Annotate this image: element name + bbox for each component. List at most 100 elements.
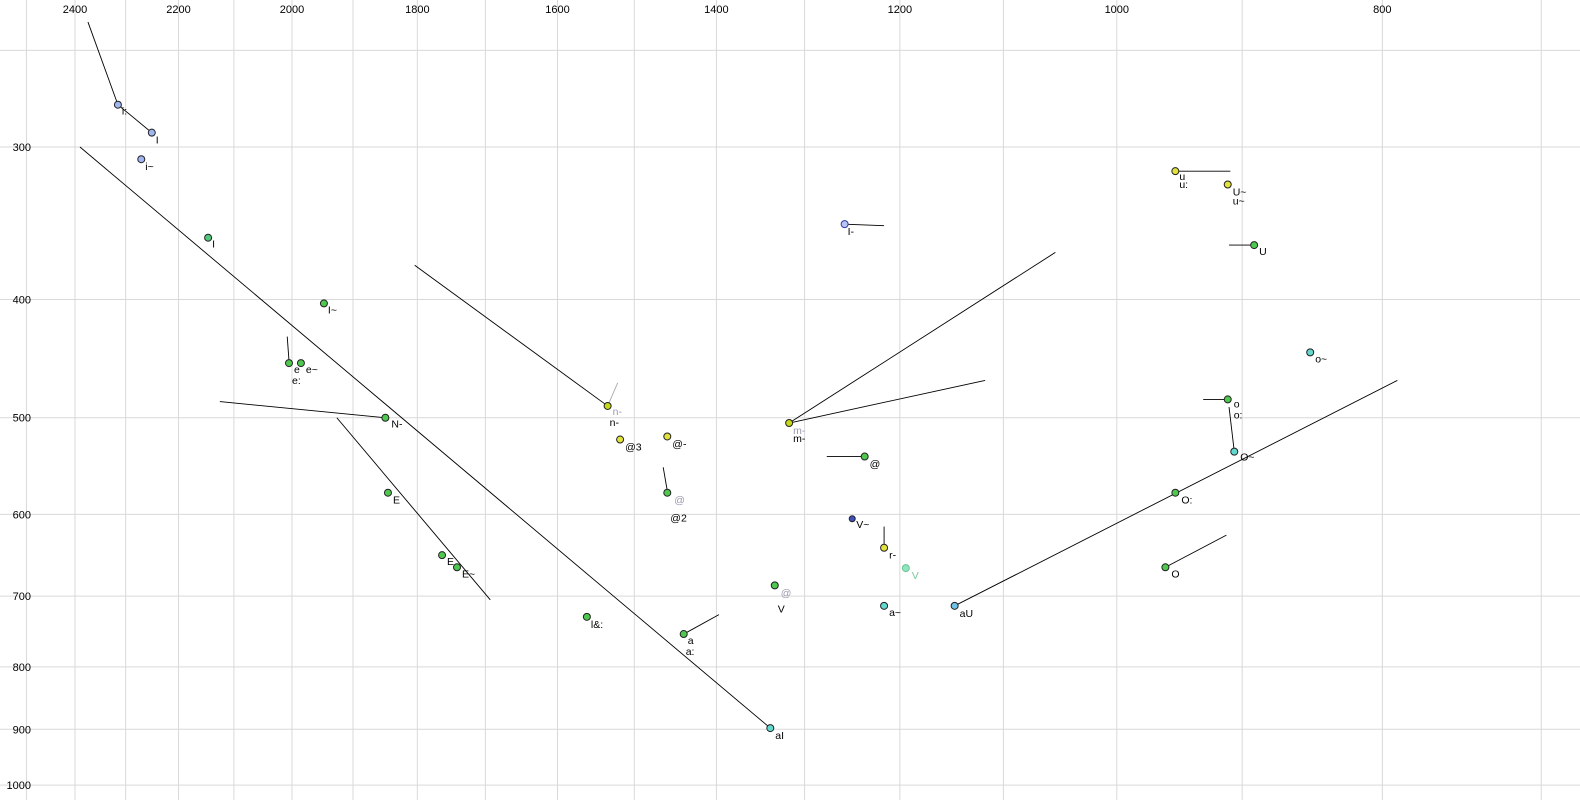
vowel-point[interactable] [383, 488, 392, 497]
vowel-label: V [912, 570, 919, 582]
x-tick-label: 2400 [63, 4, 87, 16]
vowel-point[interactable] [1230, 447, 1239, 456]
vowel-point[interactable] [1223, 180, 1232, 189]
vowel-point[interactable] [880, 543, 889, 552]
vowel-label: I [212, 239, 215, 251]
x-tick-label: 1200 [888, 4, 912, 16]
y-tick-label: 600 [13, 509, 31, 521]
y-tick-label: 1000 [7, 780, 31, 792]
vowel-point[interactable] [582, 612, 591, 621]
vowel-label: E [393, 495, 400, 507]
vowel-point[interactable] [1171, 488, 1180, 497]
vowel-label: u~ [1233, 196, 1245, 208]
vowel-point[interactable] [1171, 167, 1180, 176]
x-tick-label: 800 [1373, 4, 1391, 16]
vowel-label: u: [1179, 179, 1188, 191]
vowel-point[interactable] [603, 401, 612, 410]
x-tick-label: 1600 [545, 4, 569, 16]
vowel-label: e [294, 364, 300, 376]
vowel-label: O [1171, 568, 1179, 580]
vowel-point[interactable] [1250, 241, 1259, 250]
vowel-point[interactable] [663, 488, 672, 497]
vowel-label: o: [1234, 409, 1243, 421]
vowel-label: o~ [1315, 353, 1327, 365]
vowel-point[interactable] [901, 564, 910, 573]
connector-line [1165, 534, 1227, 568]
vowel-point[interactable] [848, 515, 856, 523]
vowel-label: e~ [306, 364, 318, 376]
x-tick-label: 1800 [405, 4, 429, 16]
vowel-point[interactable] [840, 220, 849, 229]
x-tick-label: 2200 [166, 4, 190, 16]
vowel-point[interactable] [284, 359, 293, 368]
connector-line [117, 104, 153, 134]
connector-line [788, 252, 1056, 424]
connector-line [286, 336, 290, 361]
vowel-point[interactable] [147, 128, 156, 137]
vowel-label: a: [686, 646, 695, 658]
vowel-label: I [156, 135, 159, 147]
vowel-point[interactable] [137, 155, 146, 164]
vowel-point[interactable] [319, 299, 328, 308]
vowel-label: i~ [145, 161, 153, 173]
connector-line [1228, 406, 1235, 452]
vowel-point[interactable] [204, 233, 213, 242]
vowel-label: a [688, 635, 694, 647]
vowel-label: E~ [462, 568, 475, 580]
connector-line [336, 417, 491, 601]
vowel-point[interactable] [113, 100, 122, 109]
vowel-label: l&: [591, 619, 603, 631]
vowel-label: N- [391, 419, 403, 431]
x-tick-label: 2000 [280, 4, 304, 16]
vowel-point[interactable] [785, 419, 794, 428]
vowel-point[interactable] [770, 581, 779, 590]
connector-line [607, 382, 619, 407]
connector-line [662, 467, 668, 491]
vowel-label: aI [775, 730, 784, 742]
y-tick-label: 500 [13, 413, 31, 425]
vowel-label: u [1179, 171, 1185, 183]
connector-line [683, 614, 720, 635]
vowel-label: n- [613, 406, 623, 418]
vowel-point[interactable] [663, 432, 672, 441]
vowel-label: U~ [1233, 187, 1247, 199]
y-tick-label: 700 [13, 591, 31, 603]
vowel-point[interactable] [1223, 395, 1232, 404]
vowel-point[interactable] [381, 413, 390, 422]
vowel-label: O~ [1240, 452, 1254, 464]
vowel-label: U [1259, 246, 1267, 258]
vowel-point[interactable] [616, 435, 625, 444]
connector-line [789, 379, 986, 424]
vowel-point[interactable] [679, 630, 688, 639]
y-tick-label: 800 [13, 662, 31, 674]
x-tick-label: 1400 [704, 4, 728, 16]
y-tick-label: 300 [13, 142, 31, 154]
vowel-point[interactable] [1161, 563, 1170, 572]
vowel-label: e: [292, 375, 301, 387]
vowel-point[interactable] [1306, 348, 1315, 357]
vowel-label: @3 [625, 442, 642, 454]
vowel-label: O: [1181, 495, 1192, 507]
vowel-point[interactable] [296, 359, 305, 368]
vowel-label: I- [848, 226, 855, 238]
vowel-point[interactable] [438, 551, 447, 560]
vowel-label: @- [672, 438, 687, 450]
vowel-label: aU [960, 608, 973, 620]
vowel-label: V~ [856, 519, 869, 531]
connector-line [219, 401, 386, 419]
vowel-label: m- [793, 425, 806, 437]
vowel-point[interactable] [766, 724, 775, 733]
vowel-point[interactable] [950, 601, 959, 610]
vowel-label: n- [610, 417, 620, 429]
y-tick-label: 900 [13, 724, 31, 736]
vowel-label: @ [781, 587, 792, 599]
vowel-point[interactable] [880, 601, 889, 610]
vowel-label: m- [793, 433, 806, 445]
vowel-point[interactable] [453, 563, 462, 572]
connector-line [87, 21, 119, 105]
vowel-point[interactable] [860, 452, 869, 461]
vowel-label: V [778, 603, 785, 615]
